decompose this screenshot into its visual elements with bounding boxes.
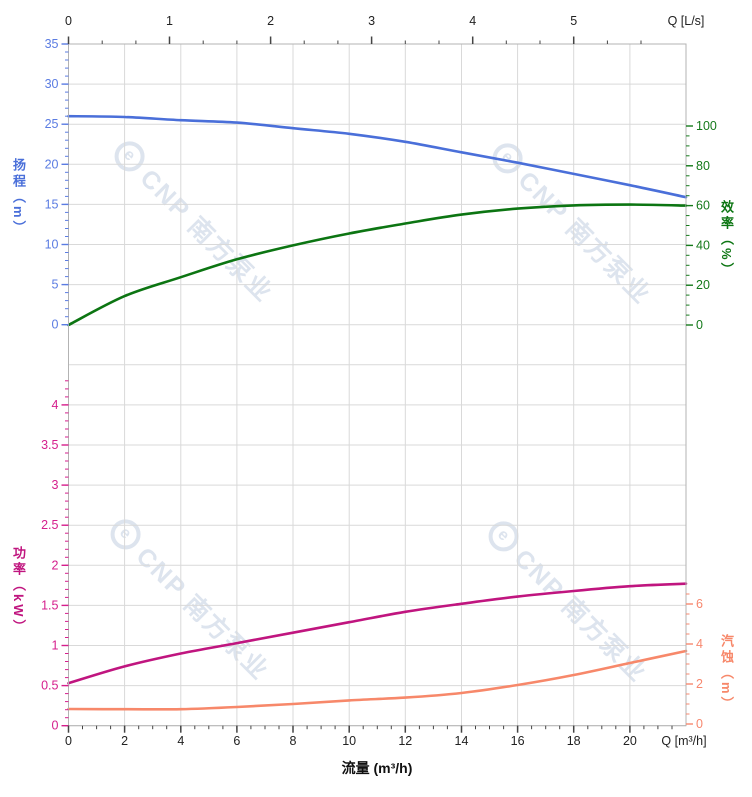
x-top-tick-label: 5 xyxy=(570,14,577,28)
x-top-tick-label: 2 xyxy=(267,14,274,28)
x-bottom-tick-label: 14 xyxy=(455,734,469,748)
npsh-curve xyxy=(67,649,688,711)
x-bottom-tick-label: 12 xyxy=(398,734,412,748)
power-tick-label: 3 xyxy=(52,478,59,492)
flow-axis-title: 流量 (m³/h) xyxy=(341,760,413,776)
x-top-tick-label: 4 xyxy=(469,14,476,28)
head-tick-label: 30 xyxy=(45,77,59,91)
x-axis-bottom: 0 2 4 6 8 10 12 14 16 18 20 Q [m³/h] xyxy=(65,725,707,748)
npsh-tick-label: 4 xyxy=(696,637,703,651)
efficiency-tick-label: 60 xyxy=(696,199,710,213)
plot-border xyxy=(68,43,687,727)
x-bottom-tick-label: 8 xyxy=(290,734,297,748)
efficiency-tick-label: 0 xyxy=(696,318,703,332)
power-tick-label: 0 xyxy=(52,719,59,733)
x-bottom-tick-label: 0 xyxy=(65,734,72,748)
efficiency-tick-label: 40 xyxy=(696,238,710,252)
npsh-tick-label: 6 xyxy=(696,597,703,611)
x-bottom-tick-label: 18 xyxy=(567,734,581,748)
npsh-axis: 0 2 4 6 xyxy=(686,593,703,731)
efficiency-axis: 0 20 40 60 80 100 xyxy=(686,119,717,332)
head-tick-label: 25 xyxy=(45,117,59,131)
power-tick-label: 4 xyxy=(52,398,59,412)
power-tick-label: 1 xyxy=(52,639,59,653)
npsh-tick-label: 0 xyxy=(696,717,703,731)
x-bottom-tick-label: 6 xyxy=(233,734,240,748)
power-tick-label: 3.5 xyxy=(41,438,58,452)
head-tick-label: 5 xyxy=(52,278,59,292)
x-top-tick-label: 3 xyxy=(368,14,375,28)
x-top-tick-label: 0 xyxy=(65,14,72,28)
power-tick-label: 0.5 xyxy=(41,679,58,693)
head-tick-label: 0 xyxy=(52,318,59,332)
power-curve xyxy=(67,582,688,685)
npsh-tick-label: 2 xyxy=(696,677,703,691)
power-tick-label: 1.5 xyxy=(41,598,58,612)
head-tick-label: 35 xyxy=(45,37,59,51)
power-axis-title: 功率（kW） xyxy=(11,546,26,636)
x-bottom-tick-label: 20 xyxy=(623,734,637,748)
efficiency-tick-label: 20 xyxy=(696,278,710,292)
power-axis: 0 0.5 1 1.5 2 2.5 3 3.5 4 xyxy=(41,380,69,733)
head-axis-title: 扬程（m） xyxy=(11,158,26,237)
x-bottom-tick-label: 16 xyxy=(511,734,525,748)
efficiency-curve xyxy=(67,203,688,327)
efficiency-tick-label: 100 xyxy=(696,119,717,133)
npsh-axis-title: 汽蚀（m） xyxy=(719,634,734,713)
x-bottom-tick-label: 10 xyxy=(342,734,356,748)
x-top-tick-label: 1 xyxy=(166,14,173,28)
efficiency-axis-title: 效率（%） xyxy=(719,200,734,279)
x-bottom-tick-label: 4 xyxy=(177,734,184,748)
x-bottom-tick-label: 2 xyxy=(121,734,128,748)
head-curve xyxy=(67,114,688,199)
x-axis-top: 0 1 2 3 4 5 Q [L/s] xyxy=(65,14,704,44)
head-axis: 0 5 10 15 20 25 30 35 xyxy=(45,37,69,332)
efficiency-tick-label: 80 xyxy=(696,159,710,173)
power-tick-label: 2.5 xyxy=(41,518,58,532)
head-tick-label: 10 xyxy=(45,238,59,252)
power-tick-label: 2 xyxy=(52,558,59,572)
curves xyxy=(67,114,688,711)
x-top-unit-label: Q [L/s] xyxy=(668,14,705,28)
head-tick-label: 15 xyxy=(45,197,59,211)
grid-lines xyxy=(68,43,687,727)
head-tick-label: 20 xyxy=(45,157,59,171)
x-bottom-unit-label: Q [m³/h] xyxy=(661,734,706,748)
